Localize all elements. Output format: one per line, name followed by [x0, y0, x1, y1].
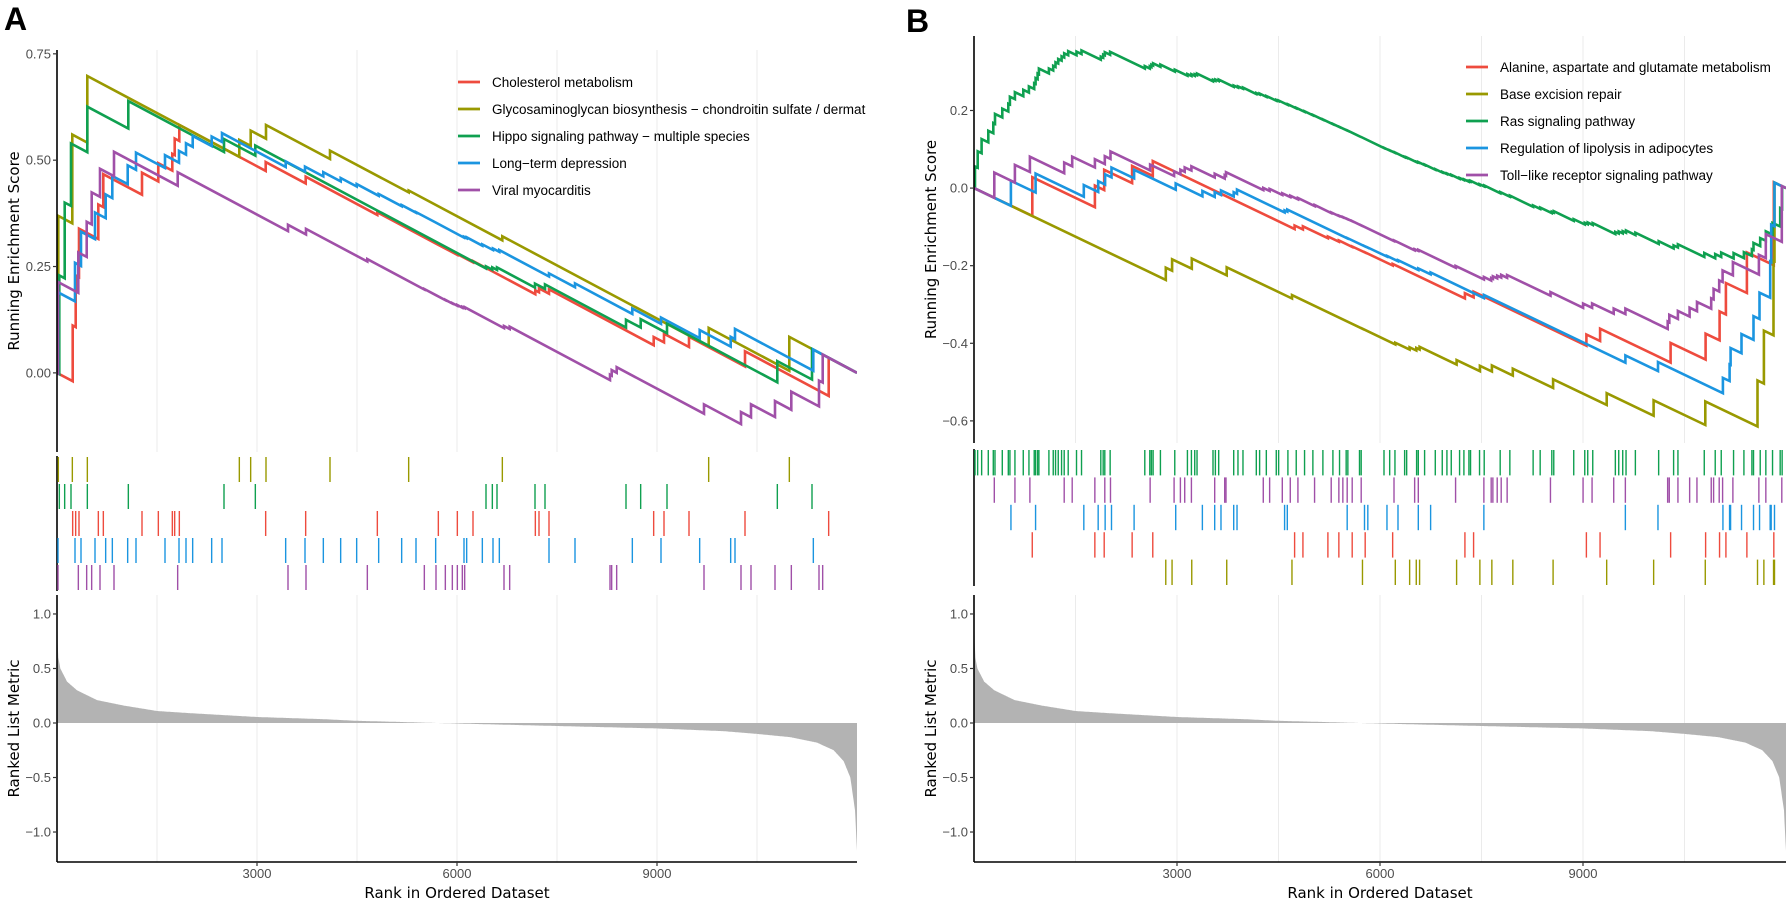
ranked-metric-area	[974, 597, 1786, 851]
legend-label: Glycosaminoglycan biosynthesis − chondro…	[492, 102, 866, 117]
es-ytick-label: −0.2	[942, 258, 968, 273]
legend-item: Viral myocarditis	[458, 183, 591, 198]
es-lines	[974, 48, 1786, 429]
metric-y-axis-title: Ranked List Metric	[922, 659, 940, 797]
legend-label: Ras signaling pathway	[1500, 114, 1635, 129]
legend: Cholesterol metabolism Glycosaminoglycan …	[458, 75, 866, 198]
es-line-series-4	[57, 149, 857, 427]
x-axis-title: Rank in Ordered Dataset	[364, 884, 549, 902]
metric-ytick-label: 1.0	[950, 606, 968, 621]
xtick-label: 3000	[1163, 866, 1192, 881]
metric-ytick-label: 1.0	[33, 606, 51, 621]
metric-ytick-label: 0.5	[950, 661, 968, 676]
es-ytick-label: 0.0	[950, 181, 968, 196]
metric-ytick-label: −0.5	[942, 770, 968, 785]
es-ytick-label: 0.25	[26, 259, 51, 274]
metric-ytick-label: −1.0	[942, 825, 968, 840]
panel-label: B	[906, 3, 929, 39]
legend-item: Long−term depression	[458, 156, 627, 171]
metric-y-axis-title: Ranked List Metric	[5, 659, 23, 797]
es-line-series-2	[57, 98, 857, 385]
gridlines	[156, 50, 758, 862]
legend-item: Cholesterol metabolism	[458, 75, 633, 90]
legend-label: Long−term depression	[492, 156, 627, 171]
legend-label: Base excision repair	[1500, 87, 1622, 102]
hit-ticks	[974, 450, 1783, 585]
hit-ticks	[57, 457, 830, 590]
legend-item: Glycosaminoglycan biosynthesis − chondro…	[458, 102, 866, 117]
xtick-label: 6000	[1366, 866, 1395, 881]
legend-item: Hippo signaling pathway − multiple speci…	[458, 129, 750, 144]
legend-item: Regulation of lipolysis in adipocytes	[1466, 141, 1713, 156]
metric-ytick-label: −0.5	[25, 770, 51, 785]
legend-label: Toll−like receptor signaling pathway	[1500, 168, 1713, 183]
xtick-label: 3000	[243, 866, 272, 881]
es-ytick-label: −0.6	[942, 413, 968, 428]
x-axis-title: Rank in Ordered Dataset	[1287, 884, 1472, 902]
es-line-series-1	[974, 180, 1786, 429]
es-ytick-label: 0.75	[26, 46, 51, 61]
gridlines	[1075, 36, 1685, 862]
es-line-series-4	[974, 149, 1786, 331]
metric-ytick-label: 0.0	[950, 715, 968, 730]
es-ytick-label: 0.00	[26, 365, 51, 380]
es-line-series-2	[974, 48, 1786, 261]
es-ytick-label: −0.4	[942, 336, 968, 351]
legend-label: Hippo signaling pathway − multiple speci…	[492, 129, 750, 144]
legend-item: Ras signaling pathway	[1466, 114, 1635, 129]
es-y-axis-title: Running Enrichment Score	[5, 151, 23, 350]
es-lines	[57, 73, 857, 427]
legend-item: Toll−like receptor signaling pathway	[1466, 168, 1713, 183]
panel-label: A	[4, 1, 27, 37]
legend-item: Alanine, aspartate and glutamate metabol…	[1466, 60, 1771, 75]
ranked-metric-area	[57, 597, 857, 851]
es-line-series-0	[974, 159, 1786, 365]
es-line-series-3	[974, 165, 1786, 396]
panel-b: B −0.6 −0.4 −0.2 0.0 0.2 Running Enrichment Sc…	[906, 3, 1786, 902]
legend-label: Cholesterol metabolism	[492, 75, 633, 90]
panel-a: A 0.00 0.25 0.50 0.75 Running Enrichment Scor…	[4, 1, 866, 902]
xtick-label: 6000	[443, 866, 472, 881]
xtick-label: 9000	[643, 866, 672, 881]
legend-label: Regulation of lipolysis in adipocytes	[1500, 141, 1713, 156]
es-ytick-label: 0.2	[950, 103, 968, 118]
es-y-axis-title: Running Enrichment Score	[922, 140, 940, 339]
legend-label: Viral myocarditis	[492, 183, 591, 198]
es-ytick-label: 0.50	[26, 153, 51, 168]
legend: Alanine, aspartate and glutamate metabol…	[1466, 60, 1771, 183]
es-line-series-0	[57, 122, 857, 399]
legend-item: Base excision repair	[1466, 87, 1622, 102]
xtick-label: 9000	[1569, 866, 1598, 881]
legend-label: Alanine, aspartate and glutamate metabol…	[1500, 60, 1771, 75]
metric-ytick-label: 0.5	[33, 661, 51, 676]
metric-ytick-label: −1.0	[25, 825, 51, 840]
metric-ytick-label: 0.0	[33, 715, 51, 730]
